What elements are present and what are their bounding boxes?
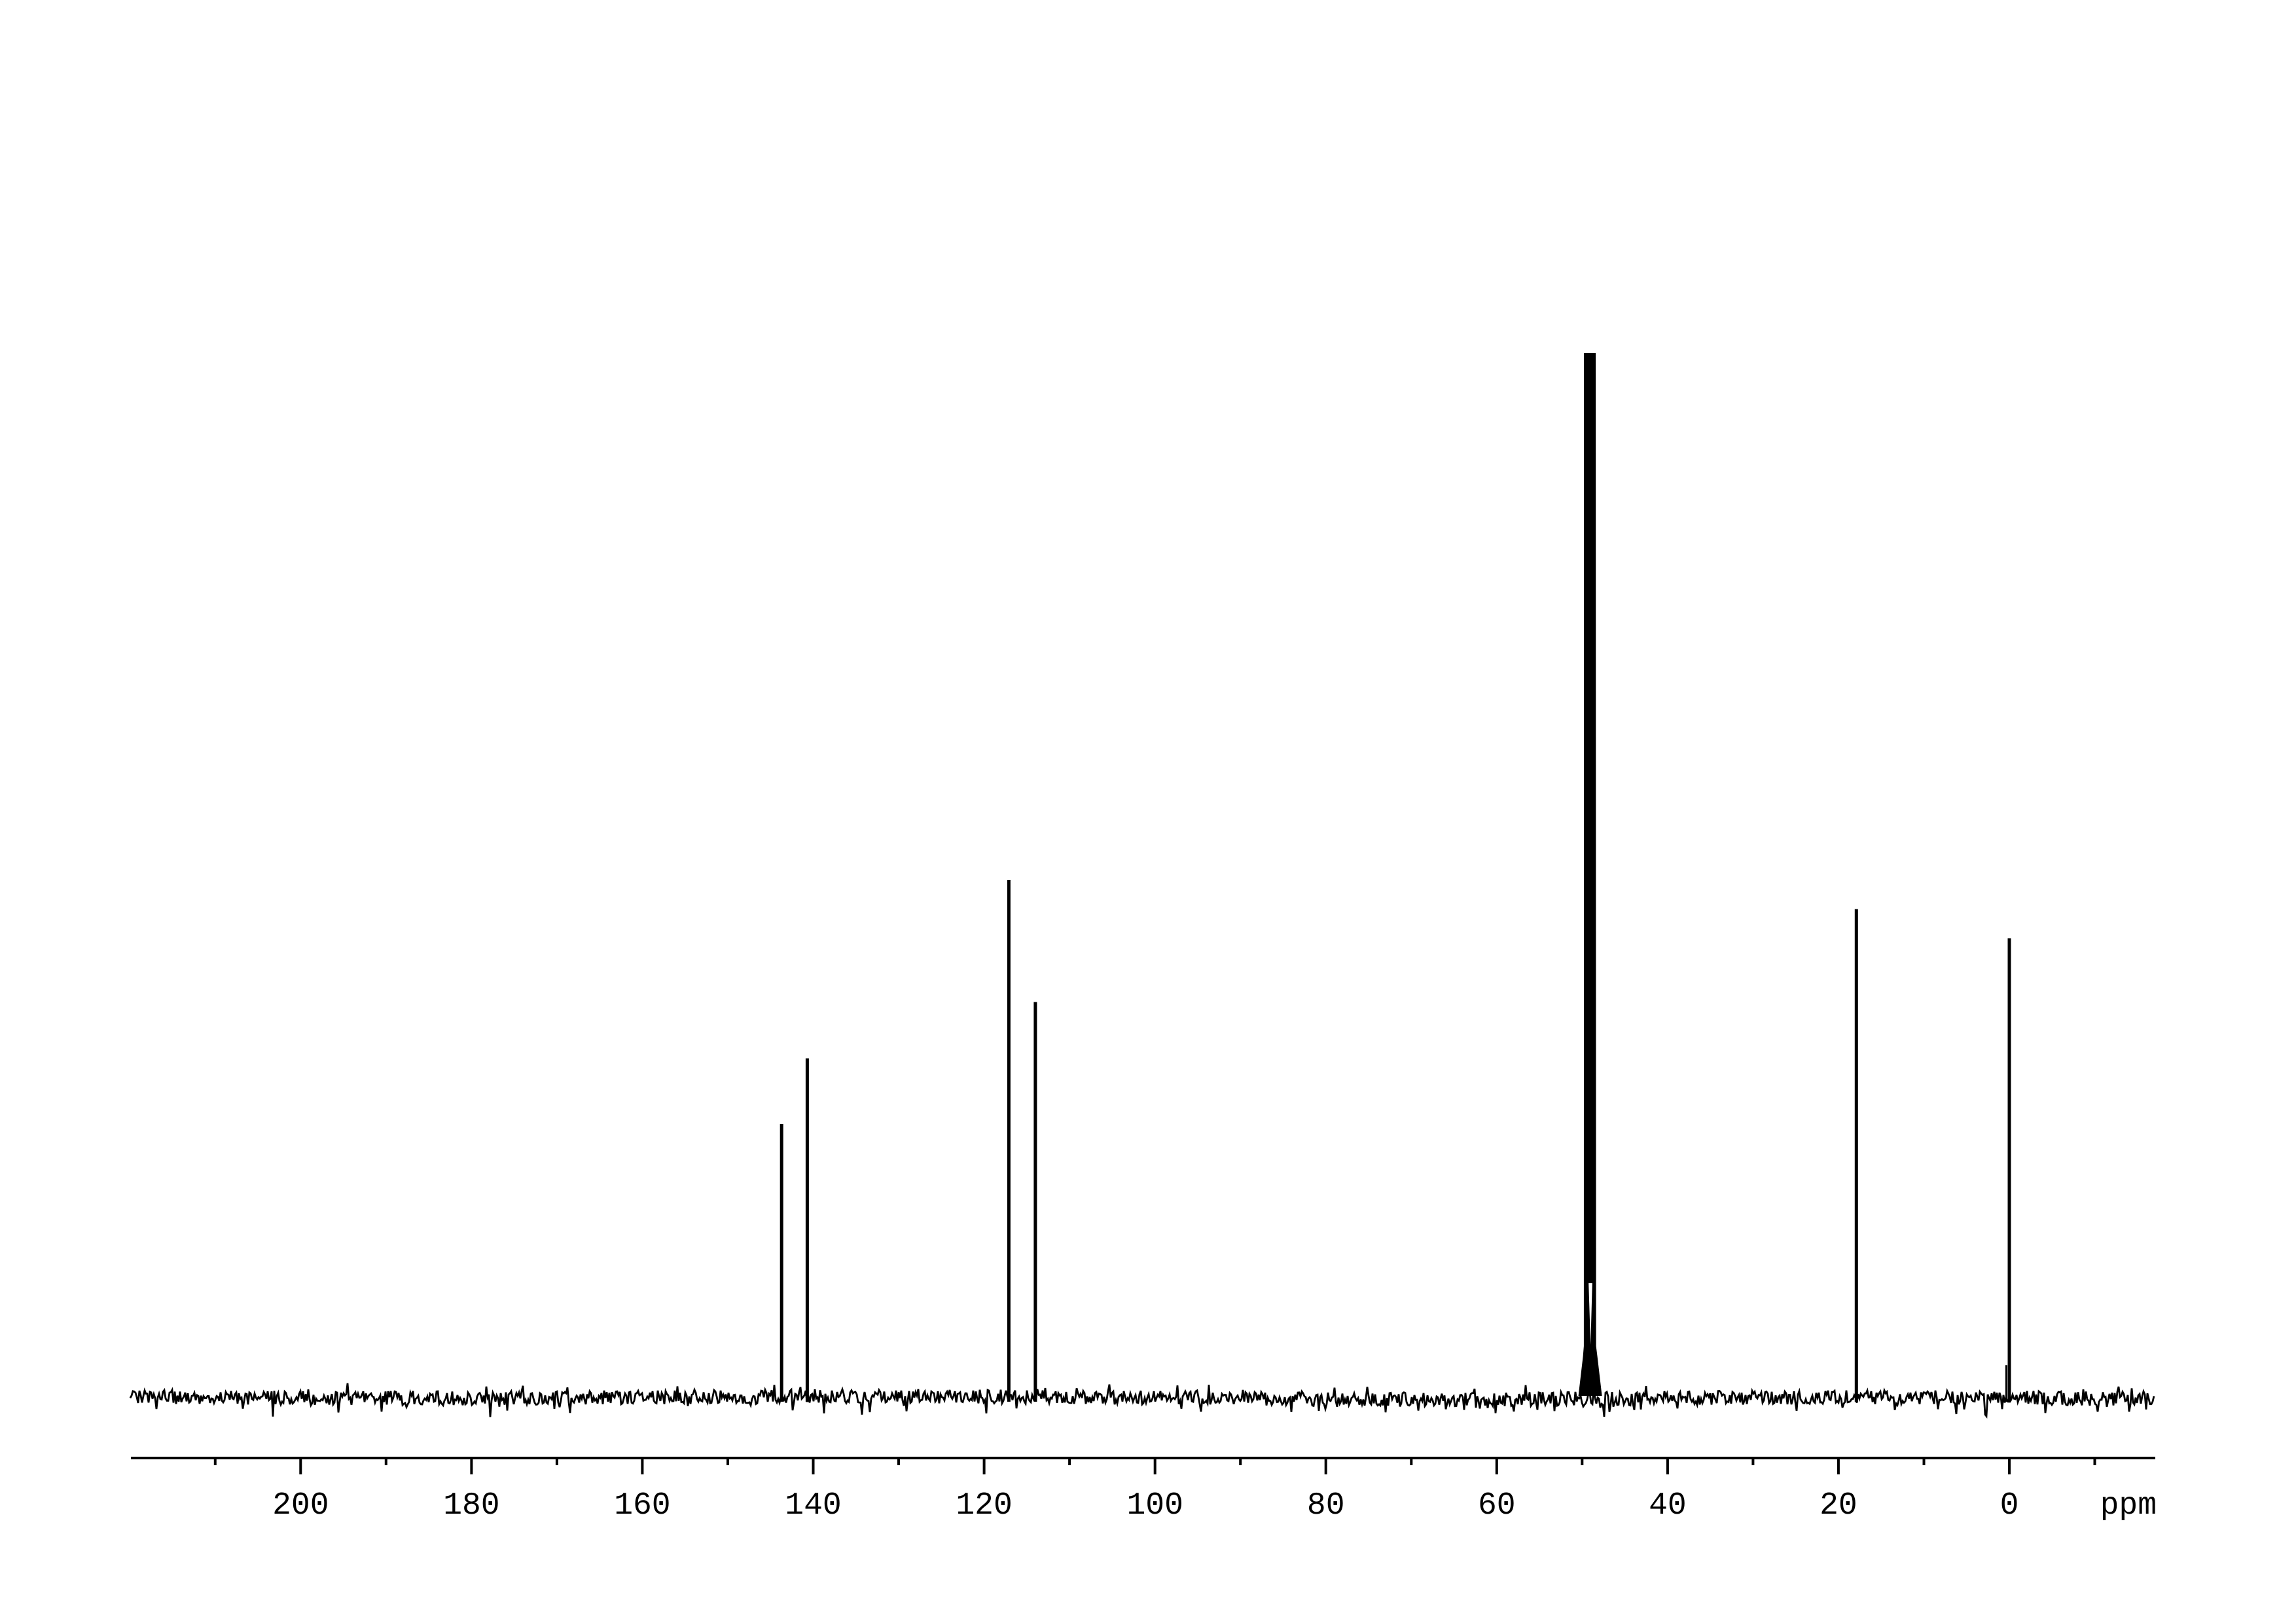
axis-tick-label: 100 [1126, 1488, 1183, 1523]
axis-tick-label: 200 [272, 1488, 329, 1523]
axis-tick-label: 140 [785, 1488, 841, 1523]
noise-trace [129, 1383, 2155, 1419]
axis-tick-label: 0 [2000, 1488, 2019, 1523]
x-axis-tick-labels: 200 180 160 140 120 100 80 60 40 20 0 [272, 1488, 2018, 1523]
axis-tick-label: 160 [614, 1488, 670, 1523]
solvent-peak-split [1588, 1283, 1592, 1345]
x-axis-unit-label: ppm [2100, 1488, 2157, 1523]
axis-tick-label: 180 [443, 1488, 499, 1523]
spectrum-trace [129, 353, 2155, 1419]
axis-tick-label: 80 [1307, 1488, 1345, 1523]
x-axis [131, 1457, 2155, 1474]
axis-tick-label: 20 [1820, 1488, 1857, 1523]
solvent-peak [1578, 353, 1602, 1396]
axis-tick-label: 60 [1478, 1488, 1516, 1523]
axis-tick-label: 120 [956, 1488, 1012, 1523]
axis-tick-label: 40 [1649, 1488, 1687, 1523]
